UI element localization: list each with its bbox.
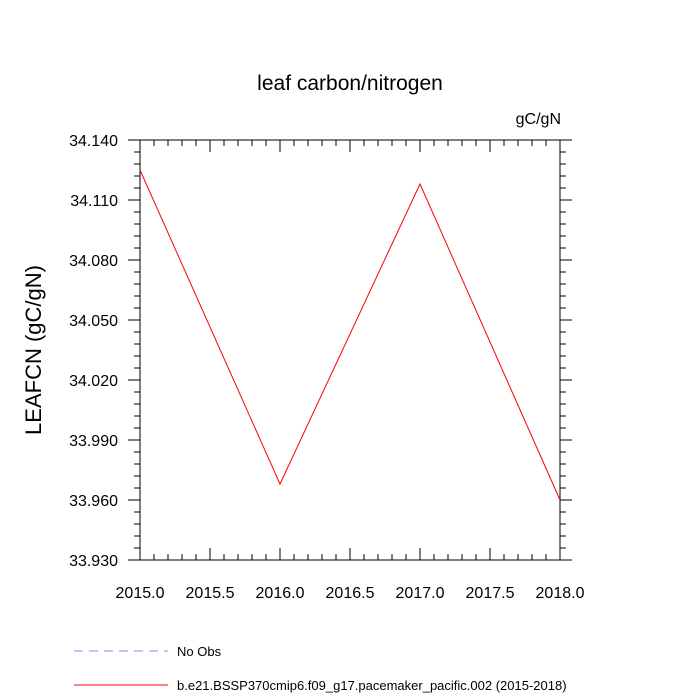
- chart-title: leaf carbon/nitrogen: [257, 72, 443, 95]
- x-tick-label: 2015.5: [186, 585, 235, 602]
- legend: No Obs b.e21.BSSP370cmip6.f09_g17.pacemak…: [74, 644, 567, 693]
- y-tick-label: 34.140: [69, 133, 118, 150]
- y-tick-labels: 33.930 33.960 33.990 34.020 34.050 34.080 34.1…: [69, 133, 118, 570]
- y-tick-label: 33.930: [69, 553, 118, 570]
- x-tick-label: 2017.5: [466, 585, 515, 602]
- series-line: [139, 169, 561, 501]
- y-tick-label: 34.110: [70, 193, 118, 210]
- x-tick-label: 2017.0: [396, 585, 445, 602]
- x-tick-label: 2018.0: [536, 585, 585, 602]
- y-tick-label: 33.990: [69, 433, 118, 450]
- legend-label: b.e21.BSSP370cmip6.f09_g17.pacemaker_pac…: [177, 678, 567, 693]
- y-tick-label: 34.080: [69, 253, 118, 270]
- series-group: [139, 169, 561, 501]
- units-label: gC/gN: [516, 111, 561, 128]
- axis-ticks: [128, 139, 572, 561]
- y-tick-label: 34.050: [69, 313, 118, 330]
- legend-label: No Obs: [177, 644, 222, 659]
- y-axis-label: LEAFCN (gC/gN): [21, 265, 46, 435]
- x-tick-label: 2016.0: [256, 585, 305, 602]
- y-tick-label: 34.020: [69, 373, 118, 390]
- x-tick-labels: 2015.0 2015.5 2016.0 2016.5 2017.0 2017.5 2018…: [116, 585, 585, 602]
- x-tick-label: 2016.5: [326, 585, 375, 602]
- x-tick-label: 2015.0: [116, 585, 165, 602]
- y-tick-label: 33.960: [69, 493, 118, 510]
- plot-frame: [139, 139, 561, 561]
